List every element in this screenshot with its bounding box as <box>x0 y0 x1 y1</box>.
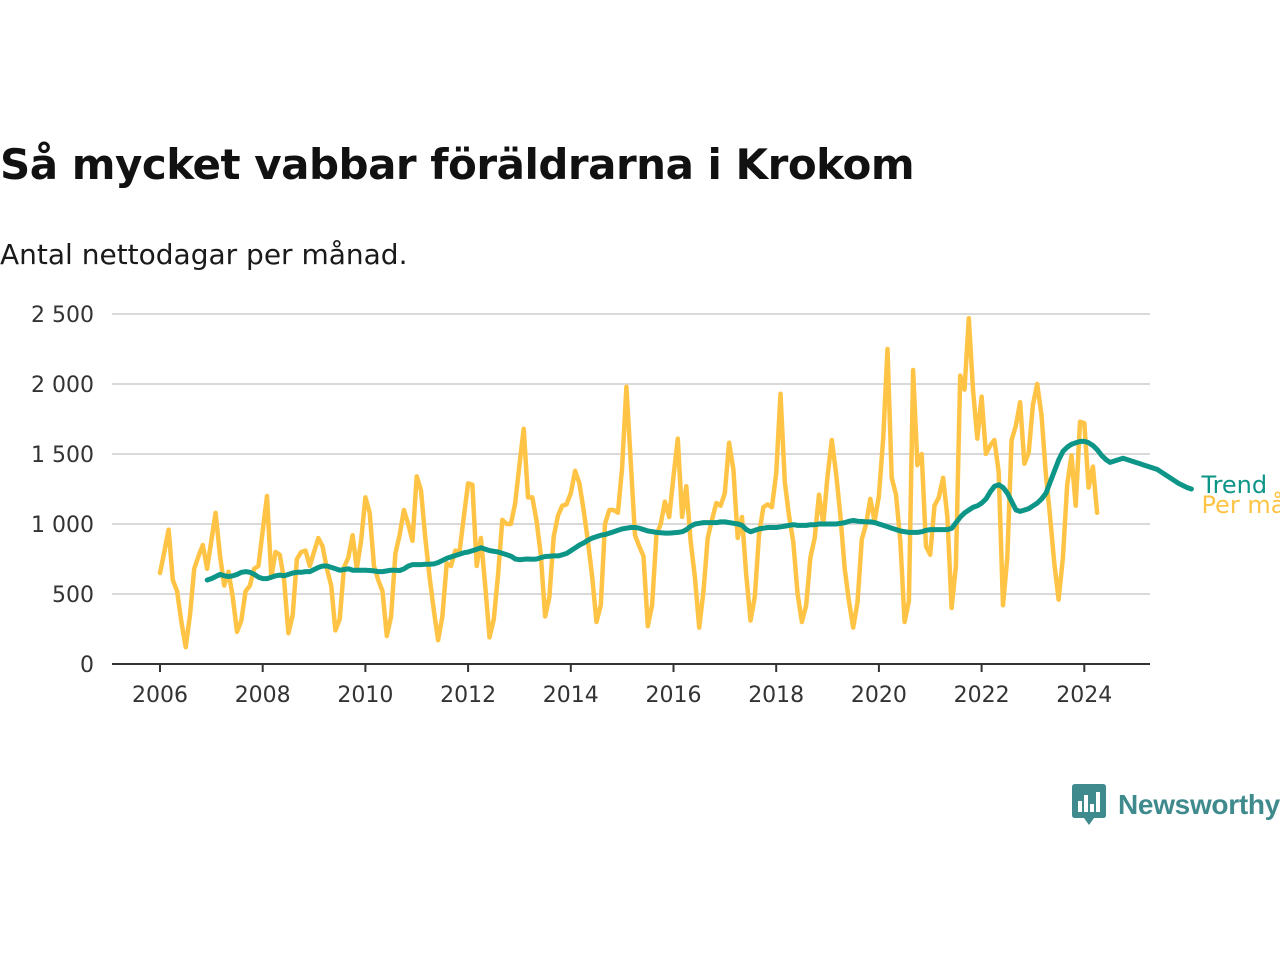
x-tick-label: 2022 <box>954 683 1010 708</box>
series-label-per-manad: Per månad <box>1201 490 1280 519</box>
x-tick-label: 2006 <box>132 683 188 708</box>
series-line-per-manad <box>157 315 1100 650</box>
series-label-trend: Trend <box>1200 471 1267 499</box>
x-tick-label: 2014 <box>543 683 599 708</box>
x-tick-label: 2010 <box>337 683 393 708</box>
chart-subtitle: Antal nettodagar per månad. <box>0 238 408 271</box>
y-tick-label: 0 <box>80 653 94 678</box>
y-tick-label: 500 <box>52 583 94 608</box>
logo-text: Newsworthy <box>1118 789 1280 820</box>
x-tick-label: 2016 <box>646 683 702 708</box>
newsworthy-chart-bubble-icon <box>1072 784 1106 825</box>
x-axis: 2006 2008 2010 2012 2014 2016 2018 2020 2022 2024 <box>112 663 1150 708</box>
x-tick-label: 2012 <box>440 683 496 708</box>
x-tick-label: 2008 <box>235 683 291 708</box>
y-axis-ticks: 0 500 1 000 1 500 2 000 2 500 <box>31 303 94 678</box>
x-tick-label: 2024 <box>1056 683 1112 708</box>
x-tick-label: 2020 <box>851 683 907 708</box>
series-lines <box>157 315 1194 650</box>
chart-title: Så mycket vabbar föräldrarna i Krokom <box>0 140 915 189</box>
x-tick-label: 2018 <box>748 683 804 708</box>
y-tick-label: 2 000 <box>31 373 94 398</box>
y-tick-label: 2 500 <box>31 303 94 328</box>
y-tick-label: 1 000 <box>31 513 94 538</box>
newsworthy-logo: Newsworthy <box>1072 784 1280 826</box>
y-tick-label: 1 500 <box>31 443 94 468</box>
series-line-trend <box>204 438 1194 583</box>
